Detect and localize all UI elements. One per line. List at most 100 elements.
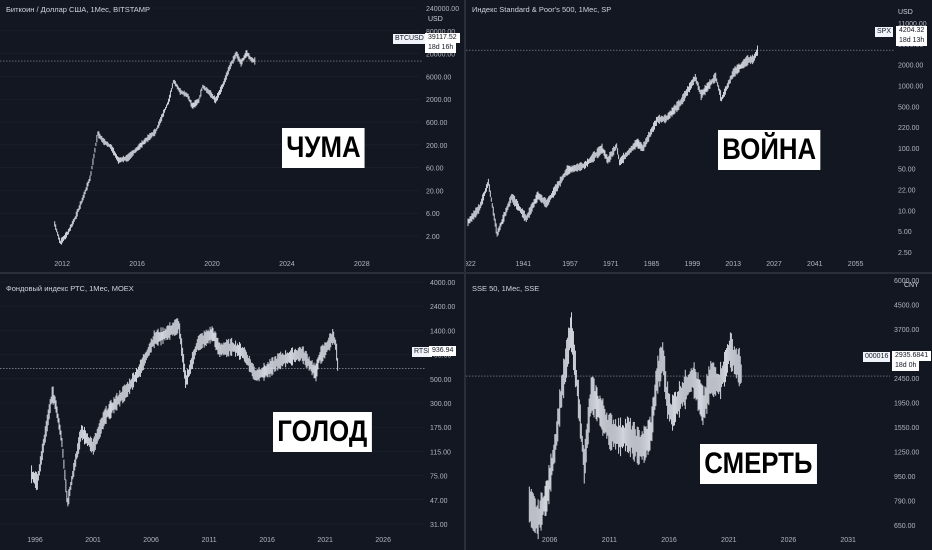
horizontal-divider[interactable] [0, 272, 932, 274]
x-tick-label: 1922 [466, 261, 476, 268]
panel-title: Индекс Standard & Poor's 500, 1Мес, SP [472, 5, 612, 14]
caption-stamp: ЧУМА [282, 128, 365, 168]
last-price-label: 39117.52 [425, 33, 460, 43]
chart-panel-sse50[interactable]: 6000.004500.003700.003000.002450.001950.… [466, 274, 932, 550]
y-tick-label: 790.00 [894, 499, 916, 506]
y-tick-label: 600.00 [426, 120, 448, 127]
y-tick-label: 175.00 [430, 425, 452, 432]
y-tick-label: 950.00 [894, 474, 916, 481]
y-tick-label: 900.00 [430, 353, 452, 360]
chart-panel-sp500[interactable]: 11000.005000.002000.001000.00500.00220.0… [466, 0, 932, 272]
y-tick-label: 2.00 [426, 234, 440, 241]
x-tick-label: 2012 [54, 261, 70, 268]
y-tick-label: 650.00 [894, 523, 916, 530]
x-tick-label: 2055 [848, 261, 864, 268]
y-tick-label: 20000.00 [426, 52, 455, 59]
last-price-label: 2935.6841 [892, 351, 932, 361]
y-tick-label: 6.00 [426, 211, 440, 218]
caption-stamp: СМЕРТЬ [700, 444, 817, 484]
x-tick-label: 2028 [354, 261, 370, 268]
x-tick-label: 1996 [27, 537, 43, 544]
y-tick-label: 47.00 [430, 498, 448, 505]
y-tick-label: 6000.00 [894, 278, 919, 285]
y-tick-label: 200.00 [426, 143, 448, 150]
x-tick-label: 2027 [766, 261, 782, 268]
last-price-label: 936.94 [429, 346, 457, 356]
y-tick-label: 1550.00 [894, 425, 919, 432]
caption-stamp: ВОЙНА [718, 130, 821, 170]
price-series [54, 50, 256, 245]
x-tick-label: 2020 [204, 261, 220, 268]
axis-unit: CNY [904, 282, 919, 289]
chart-panel-bitcoin[interactable]: 240000.00 80000.00 20000.00 6000.00 2000.00 6… [0, 0, 464, 272]
y-tick-label: 4500.00 [894, 303, 919, 310]
y-tick-label: 220.00 [898, 125, 920, 132]
y-tick-label: 240000.00 [426, 6, 459, 13]
y-tick-label: 100.00 [898, 146, 920, 153]
x-tick-label: 2031 [840, 537, 856, 544]
y-tick-label: 5.00 [898, 229, 912, 236]
y-tick-label: 11000.00 [898, 21, 927, 28]
x-tick-label: 2006 [542, 537, 558, 544]
bitcoin-chart[interactable]: 240000.00 80000.00 20000.00 6000.00 2000.00 6… [0, 0, 464, 272]
y-tick-label: 31.00 [430, 522, 448, 529]
y-tick-label: 60.00 [426, 166, 444, 173]
rts-chart[interactable]: 4000.00 2400.00 1400.00 900.00 500.00 300.00 1… [0, 274, 464, 550]
y-tick-label: 3700.00 [894, 327, 919, 334]
x-tick-label: 1971 [603, 261, 619, 268]
y-tick-label: 6000.00 [426, 74, 451, 81]
vertical-divider[interactable] [464, 0, 466, 550]
x-tick-label: 2026 [781, 537, 797, 544]
x-tick-label: 1941 [516, 261, 532, 268]
panel-title: Биткоин / Доллар США, 1Мес, BITSTAMP [6, 5, 151, 14]
x-tick-label: 2016 [259, 537, 275, 544]
y-tick-label: 22.00 [898, 188, 916, 195]
x-tick-label: 2001 [85, 537, 101, 544]
symbol-tag: 000016 [862, 351, 892, 363]
x-tick-label: 2011 [202, 537, 217, 544]
y-tick-label: 2000.00 [898, 63, 923, 70]
x-tick-label: 2041 [807, 261, 823, 268]
x-tick-label: 2024 [279, 261, 295, 268]
x-tick-label: 2006 [143, 537, 159, 544]
x-tick-label: 2013 [725, 261, 741, 268]
symbol-tag: BTCUSD [392, 33, 427, 45]
price-series [467, 45, 758, 237]
countdown-label: 18d 16h [425, 43, 457, 53]
x-tick-label: 1985 [644, 261, 660, 268]
x-tick-label: 1999 [685, 261, 701, 268]
panel-title: SSE 50, 1Мес, SSE [472, 284, 540, 293]
x-tick-label: 2016 [129, 261, 145, 268]
panel-title: Фондовый индекс РТС, 1Мес, MOEX [6, 284, 134, 293]
y-tick-label: 2450.00 [894, 376, 919, 383]
x-tick-label: 1957 [562, 261, 578, 268]
y-tick-label: 2000.00 [426, 97, 451, 104]
y-tick-label: 1400.00 [430, 328, 455, 335]
y-tick-label: 2.50 [898, 250, 912, 257]
x-tick-label: 2021 [317, 537, 333, 544]
sse50-chart[interactable]: 6000.004500.003700.003000.002450.001950.… [466, 274, 932, 550]
y-tick-label: 1000.00 [898, 83, 923, 90]
y-tick-label: 10.00 [898, 208, 916, 215]
y-tick-label: 115.00 [430, 449, 451, 456]
y-tick-label: 4000.00 [430, 280, 455, 287]
symbol-tag: SPX [874, 26, 895, 38]
y-tick-label: 75.00 [430, 474, 448, 481]
caption-stamp: ГОЛОД [273, 412, 372, 452]
x-tick-label: 2021 [721, 537, 737, 544]
y-tick-label: 20.00 [426, 188, 444, 195]
y-tick-label: 500.00 [898, 104, 920, 111]
y-tick-label: 500.00 [430, 377, 452, 384]
chart-panel-rts[interactable]: 4000.00 2400.00 1400.00 900.00 500.00 300.00 1… [0, 274, 464, 550]
y-tick-label: 80000.00 [426, 29, 455, 36]
countdown-label: 18d 13h [896, 36, 928, 46]
sp500-chart[interactable]: 11000.005000.002000.001000.00500.00220.0… [466, 0, 932, 272]
y-tick-label: 300.00 [430, 401, 452, 408]
price-series [31, 318, 339, 507]
x-tick-label: 2016 [661, 537, 677, 544]
last-price-label: 4204.32 [896, 26, 928, 36]
price-series [528, 312, 742, 540]
y-tick-label: 50.00 [898, 167, 916, 174]
axis-unit: USD [898, 9, 913, 16]
x-tick-label: 2011 [602, 537, 617, 544]
